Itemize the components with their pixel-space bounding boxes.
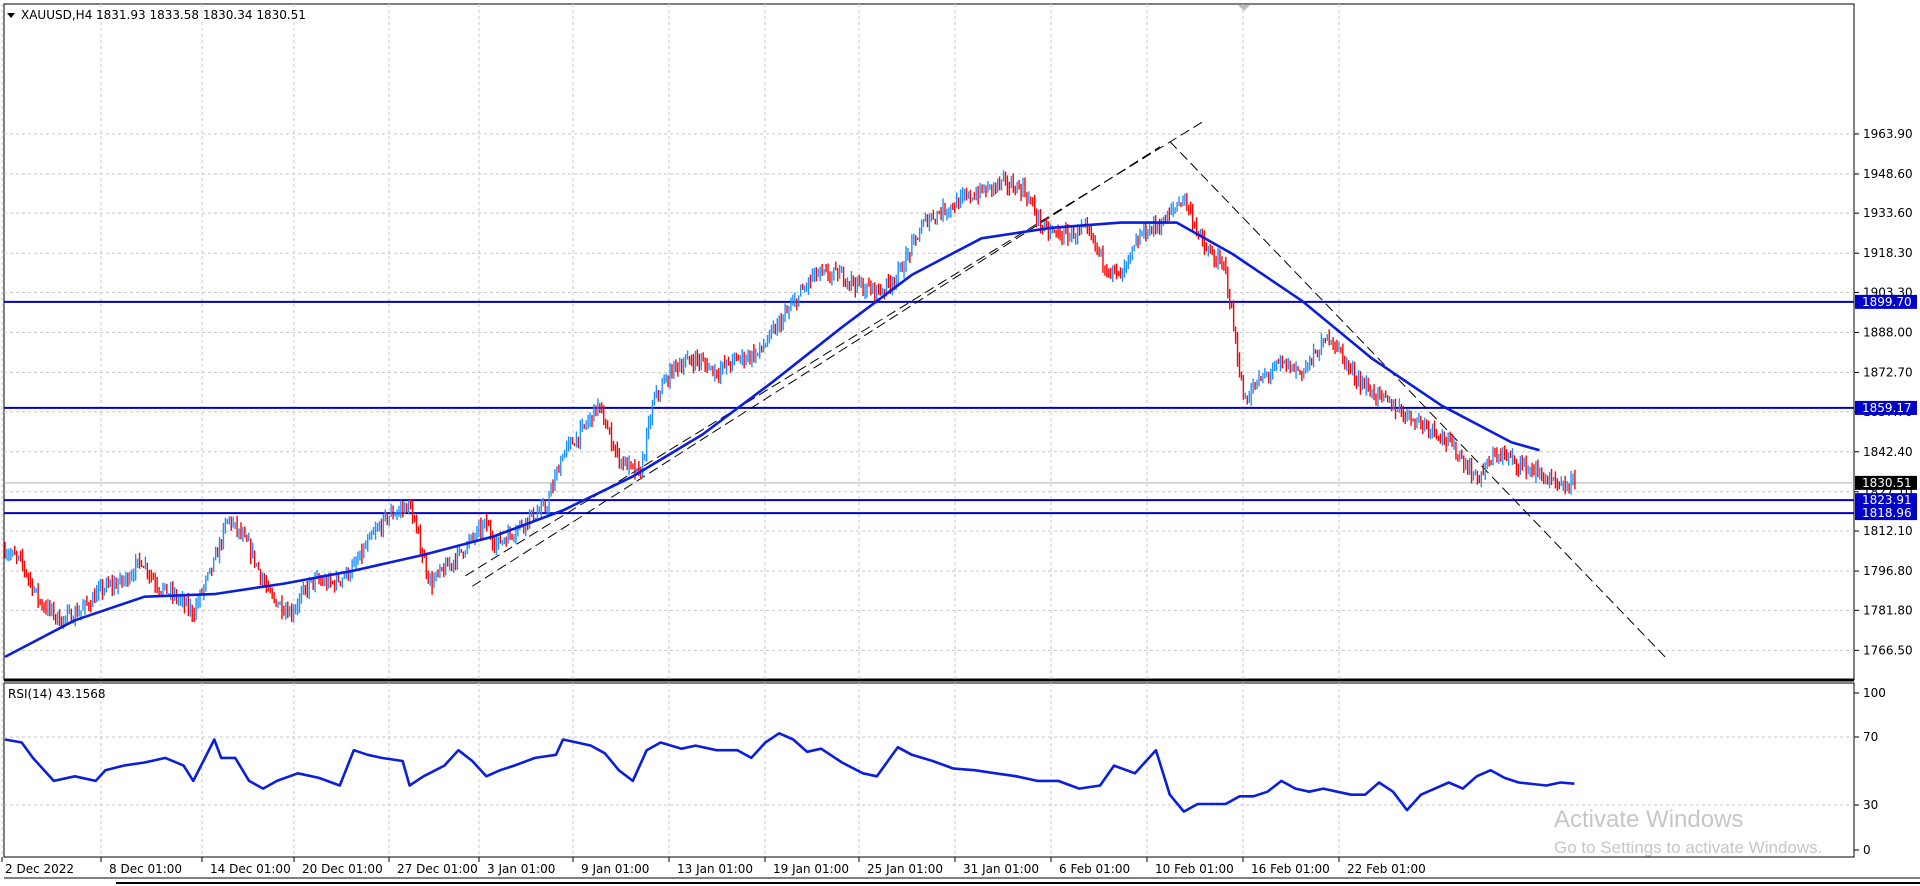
time-tick-label: 19 Jan 01:00	[773, 862, 849, 876]
price-tick-label: 1872.70	[1863, 366, 1913, 380]
grid-layer	[1, 4, 1854, 857]
time-tick-label: 14 Dec 01:00	[210, 862, 291, 876]
time-tick-label: 3 Jan 01:00	[487, 862, 555, 876]
symbol-label: XAUUSD,H4	[21, 8, 92, 22]
price-label-box	[1855, 493, 1917, 508]
time-tick-label: 25 Jan 01:00	[867, 862, 943, 876]
time-tick-label: 22 Feb 01:00	[1347, 862, 1426, 876]
time-tick-label: 8 Dec 01:00	[109, 862, 182, 876]
price-tick-label: 1948.60	[1863, 167, 1913, 181]
rsi-level-label: 100	[1863, 686, 1886, 700]
price-label-text: 1823.91	[1862, 493, 1912, 507]
time-tick-label: 13 Jan 01:00	[677, 862, 753, 876]
shift-marker-icon	[1238, 5, 1250, 11]
price-tick-label: 1888.00	[1863, 325, 1913, 339]
price-tick-label: 1963.90	[1863, 127, 1913, 141]
rsi-level-label: 0	[1863, 843, 1871, 857]
rsi-level-label: 30	[1863, 798, 1878, 812]
price-label-text: 1859.17	[1862, 401, 1912, 415]
moving-average-line	[4, 221, 1540, 659]
current-price-text: 1830.51	[1862, 476, 1912, 490]
price-label-text: 1818.96	[1862, 506, 1912, 520]
price-tick-label: 1766.50	[1863, 643, 1913, 657]
activate-windows-title: Activate Windows	[1554, 806, 1744, 833]
price-label-box	[1855, 294, 1917, 309]
price-label-box	[1855, 506, 1917, 521]
level-lines	[4, 300, 1854, 515]
price-tick-label: 1796.80	[1863, 564, 1913, 578]
current-price-box	[1855, 475, 1917, 490]
rsi-line	[4, 731, 1575, 813]
time-tick-label: 6 Feb 01:00	[1059, 862, 1130, 876]
price-tick-label: 1918.30	[1863, 246, 1913, 260]
price-label-text: 1899.70	[1862, 295, 1912, 309]
activate-windows-subtitle: Go to Settings to activate Windows.	[1554, 838, 1823, 857]
price-tick-label: 1842.40	[1863, 445, 1913, 459]
trendline	[472, 146, 1161, 587]
moving-average-layer	[4, 221, 1540, 659]
price-tick-label: 1812.10	[1863, 524, 1913, 538]
rsi-level-label: 70	[1863, 730, 1878, 744]
collapse-arrow-icon[interactable]	[7, 13, 15, 18]
rsi-layer	[4, 731, 1575, 813]
time-tick-label: 9 Jan 01:00	[581, 862, 649, 876]
time-tick-label: 16 Feb 01:00	[1251, 862, 1330, 876]
ohlc-readout: 1831.93 1833.58 1830.34 1830.51	[96, 8, 306, 22]
rsi-label: RSI(14) 43.1568	[8, 687, 106, 701]
time-tick-label: 27 Dec 01:00	[397, 862, 478, 876]
trendline	[1169, 141, 1666, 658]
price-tick-label: 1933.60	[1863, 206, 1913, 220]
time-tick-label: 2 Dec 2022	[5, 862, 74, 876]
time-tick-label: 10 Feb 01:00	[1155, 862, 1234, 876]
time-tick-label: 20 Dec 01:00	[302, 862, 383, 876]
time-tick-label: 31 Jan 01:00	[963, 862, 1039, 876]
main-panel-frame	[3, 3, 1855, 681]
rsi-panel-frame	[3, 682, 1855, 858]
axis-layer: 1963.901948.601933.601918.301903.301888.…	[1, 127, 1913, 876]
candle-layer	[4, 170, 1576, 630]
trendline-layer	[465, 120, 1666, 658]
price-tick-label: 1781.80	[1863, 603, 1913, 617]
price-label-box	[1855, 400, 1917, 415]
